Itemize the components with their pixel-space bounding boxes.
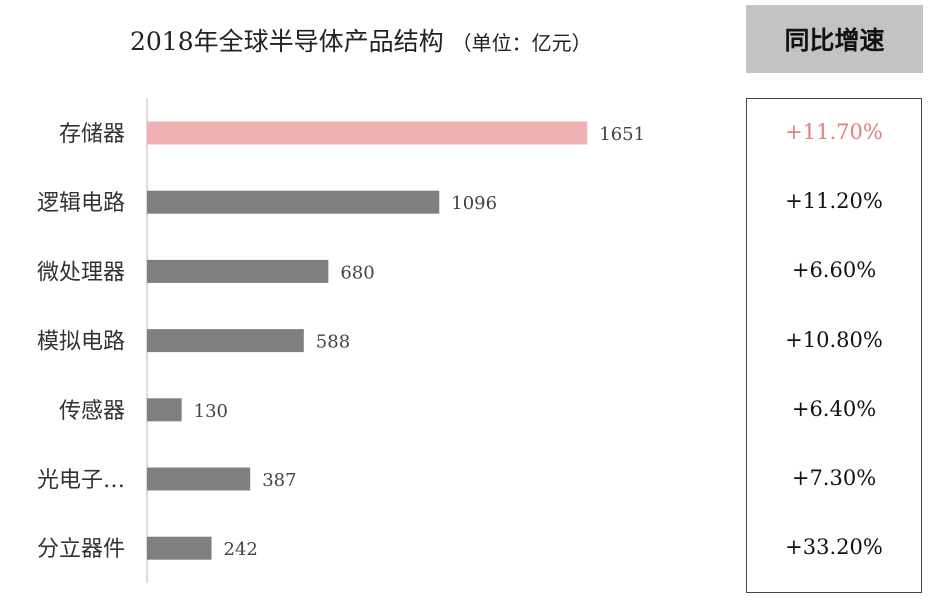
- data-label-6: 387: [262, 470, 296, 491]
- growth-value-3: +6.60%: [791, 258, 877, 283]
- category-label-1: 存储器: [59, 122, 125, 147]
- data-label-5: 130: [194, 401, 228, 422]
- growth-value-4: +10.80%: [785, 327, 883, 352]
- category-label-7: 分立器件: [37, 537, 125, 562]
- growth-value-6: +7.30%: [791, 466, 877, 490]
- chart-title: 2018年全球半导体产品结构 （单位：亿元）: [130, 22, 730, 58]
- bar-5: [147, 398, 182, 422]
- bar-3: [147, 259, 329, 283]
- category-label-6: 光电子…: [37, 468, 125, 493]
- growth-value-7: +33.20%: [785, 535, 883, 560]
- bar-7: [147, 536, 212, 560]
- category-label-2: 逻辑电路: [37, 191, 125, 216]
- bar-1: [147, 121, 588, 145]
- bar-4: [147, 329, 304, 353]
- category-label-4: 模拟电路: [37, 330, 125, 355]
- growth-value-1: +11.70%: [785, 120, 883, 144]
- data-label-4: 588: [316, 332, 350, 353]
- bar-2: [147, 190, 440, 214]
- data-label-3: 680: [340, 262, 374, 283]
- bar-6: [147, 467, 251, 491]
- data-label-1: 1651: [599, 124, 645, 145]
- growth-header: 同比增速: [746, 5, 923, 73]
- growth-value-5: +6.40%: [791, 396, 877, 421]
- category-label-5: 传感器: [59, 399, 125, 424]
- growth-value-2: +11.20%: [785, 189, 883, 214]
- data-label-2: 1096: [451, 193, 497, 214]
- category-label-3: 微处理器: [37, 260, 125, 285]
- growth-table: +11.70% +11.20% +6.60% +10.80% +6.40% +7.30% +…: [746, 98, 922, 593]
- chart-unit: （单位：亿元）: [451, 31, 592, 55]
- chart-title-text: 2018年全球半导体产品结构: [130, 27, 444, 56]
- data-label-7: 242: [224, 539, 258, 560]
